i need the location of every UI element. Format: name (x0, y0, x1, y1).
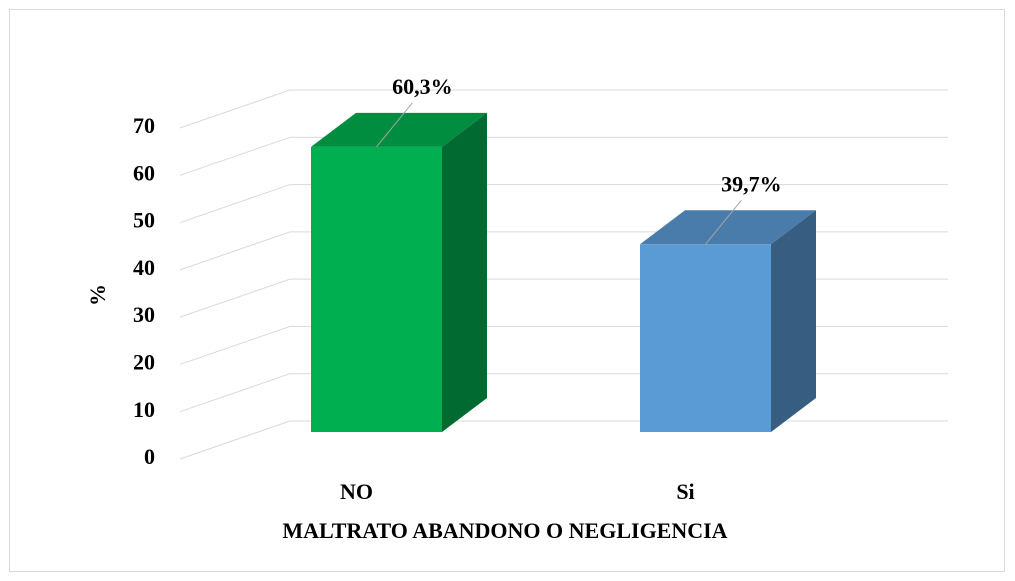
grid-line (179, 420, 291, 460)
bar (311, 146, 442, 433)
grid-line (179, 89, 291, 129)
data-label: 39,7% (721, 171, 782, 196)
grid-line (179, 325, 291, 365)
bar (640, 244, 771, 432)
data-label: 60,3% (392, 74, 453, 99)
x-axis-label: MALTRATO ABANDONO O NEGLIGENCIA (282, 518, 727, 543)
chart-border (9, 9, 1005, 572)
y-tick-label: 60 (133, 160, 155, 185)
y-tick-label: 30 (133, 302, 155, 327)
y-tick-label: 70 (133, 113, 155, 138)
y-axis-label: % (85, 284, 110, 306)
y-tick-label: 20 (133, 349, 155, 374)
y-tick-label: 50 (133, 208, 155, 233)
bar-top (311, 112, 487, 147)
grid-line (179, 136, 291, 176)
y-tick-label: 40 (133, 255, 155, 280)
grid-line (179, 278, 291, 318)
grid-line (179, 373, 291, 413)
bar-top (640, 210, 816, 245)
y-tick-label: 0 (144, 444, 155, 469)
grid-line (179, 184, 291, 224)
leader-line (705, 199, 742, 245)
leader-line (376, 102, 413, 148)
y-tick-label: 10 (133, 397, 155, 422)
x-tick-label: NO (340, 479, 373, 504)
bar-side (771, 210, 816, 432)
grid-line (179, 231, 291, 271)
x-tick-label: Si (676, 479, 694, 504)
bar-side (442, 112, 487, 433)
